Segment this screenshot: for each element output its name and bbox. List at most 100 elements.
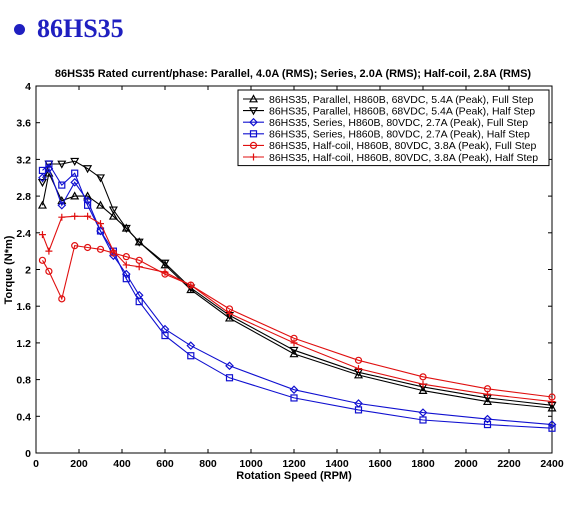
data-point xyxy=(122,253,130,261)
series-line xyxy=(42,163,553,429)
data-point xyxy=(71,212,79,220)
legend-marker xyxy=(249,117,258,127)
data-point xyxy=(290,339,298,347)
data-point xyxy=(160,259,170,268)
legend-label: 86HS35, Half-coil, H860B, 80VDC, 3.8A (P… xyxy=(269,152,538,164)
data-point xyxy=(70,157,80,166)
data-point xyxy=(419,416,427,424)
data-point xyxy=(71,242,79,250)
legend-label: 86HS35, Half-coil, H860B, 80VDC, 3.8A (P… xyxy=(269,140,536,152)
x-tick-label: 800 xyxy=(199,458,217,470)
x-tick-label: 1600 xyxy=(368,458,392,470)
series-6 xyxy=(38,212,556,406)
data-point xyxy=(95,174,106,183)
data-point xyxy=(355,365,362,373)
data-point xyxy=(45,267,53,275)
series-5 xyxy=(38,242,556,401)
x-tick-label: 0 xyxy=(33,458,39,470)
series-3 xyxy=(38,164,557,429)
data-point xyxy=(108,206,118,215)
legend-label: 86HS35, Series, H860B, 80VDC, 2.7A (Peak… xyxy=(269,129,530,141)
data-point xyxy=(419,380,427,388)
x-tick-label: 600 xyxy=(156,458,174,470)
data-point xyxy=(225,374,234,382)
data-point xyxy=(353,370,364,379)
series-line xyxy=(41,215,553,403)
series-line xyxy=(41,171,553,409)
x-tick-label: 1400 xyxy=(325,458,349,470)
data-point xyxy=(38,173,47,183)
section-heading: 86HS35 xyxy=(14,12,124,46)
x-tick-label: 1200 xyxy=(282,458,306,470)
data-point xyxy=(161,268,169,276)
data-point xyxy=(57,160,67,169)
data-point xyxy=(547,403,557,412)
y-tick-label: 1.2 xyxy=(16,338,31,350)
data-point xyxy=(45,247,53,255)
x-tick-label: 200 xyxy=(70,458,88,470)
x-tick-label: 2400 xyxy=(540,458,564,470)
data-point xyxy=(122,275,130,283)
data-point xyxy=(83,243,92,252)
data-point xyxy=(134,238,144,247)
heading-text: 86HS35 xyxy=(37,14,124,43)
legend-marker xyxy=(249,130,258,138)
data-point xyxy=(289,346,299,355)
legend-marker xyxy=(249,141,258,149)
y-tick-label: 4 xyxy=(25,81,31,93)
y-tick-label: 2 xyxy=(25,265,31,277)
data-point xyxy=(58,213,66,221)
legend-item: 86HS35, Series, H860B, 80VDC, 2.7A (Peak… xyxy=(243,129,530,141)
data-point xyxy=(226,310,233,318)
data-point xyxy=(84,212,92,220)
data-point xyxy=(418,385,428,395)
data-point xyxy=(483,420,492,429)
x-tick-label: 400 xyxy=(113,458,131,470)
legend: 86HS35, Parallel, H860B, 68VDC, 5.4A (Pe… xyxy=(237,89,550,167)
data-point xyxy=(161,331,169,340)
data-point xyxy=(45,160,53,168)
data-point xyxy=(38,256,47,264)
y-tick-label: 1.6 xyxy=(16,301,31,313)
y-tick-label: 2.4 xyxy=(16,228,31,240)
data-point xyxy=(70,177,80,187)
data-point xyxy=(187,352,195,360)
chart-title: 86HS35 Rated current/phase: Parallel, 4.… xyxy=(55,68,532,80)
data-point xyxy=(484,390,491,398)
data-point xyxy=(83,165,93,174)
data-point xyxy=(419,373,427,381)
legend-item: 86HS35, Parallel, H860B, 68VDC, 5.4A (Pe… xyxy=(243,94,534,106)
y-axis-label: Torque (N*m) xyxy=(3,235,15,304)
data-point xyxy=(224,313,235,322)
data-point xyxy=(186,341,196,351)
series-layer xyxy=(37,157,557,432)
series-line xyxy=(42,244,553,398)
y-tick-label: 0.4 xyxy=(16,411,31,423)
series-line xyxy=(42,167,553,426)
bullet-icon xyxy=(14,23,25,35)
data-point xyxy=(418,408,428,417)
legend-marker xyxy=(248,107,259,116)
legend-item: 86HS35, Half-coil, H860B, 80VDC, 3.8A (P… xyxy=(243,152,538,164)
data-point xyxy=(38,231,46,239)
data-point xyxy=(354,406,363,414)
series-1 xyxy=(37,168,557,412)
data-point xyxy=(37,200,47,209)
data-point xyxy=(289,385,299,395)
data-point xyxy=(109,247,117,255)
data-point xyxy=(135,298,143,306)
data-point xyxy=(482,396,493,406)
legend-label: 86HS35, Parallel, H860B, 68VDC, 5.4A (Pe… xyxy=(269,94,534,106)
y-tick-label: 0.8 xyxy=(16,375,31,387)
legend-item: 86HS35, Half-coil, H860B, 80VDC, 3.8A (P… xyxy=(243,140,536,152)
legend-marker xyxy=(248,94,259,103)
data-point xyxy=(483,414,492,424)
data-point xyxy=(225,361,234,371)
data-point xyxy=(37,178,47,188)
x-tick-label: 2200 xyxy=(497,458,521,470)
data-point xyxy=(97,220,104,228)
data-point xyxy=(95,200,106,209)
y-tick-label: 3.2 xyxy=(16,154,31,166)
data-point xyxy=(83,201,92,209)
